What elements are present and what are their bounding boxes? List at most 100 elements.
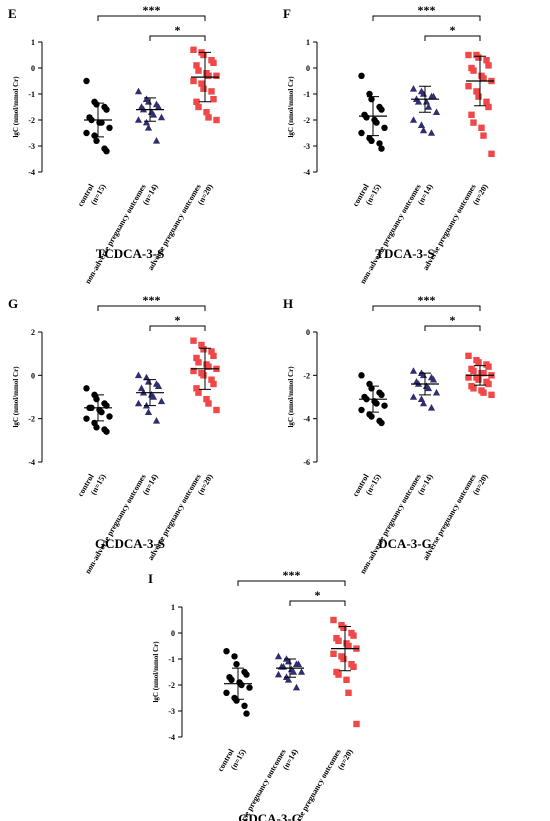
panel-title: TDCA-3-S [375, 246, 434, 261]
panel-title: DCA-3-G [378, 536, 431, 551]
data-point [198, 341, 205, 349]
data-point [427, 129, 436, 136]
data-point [210, 96, 217, 103]
data-point [353, 720, 360, 728]
data-point [238, 681, 245, 689]
data-point [208, 88, 215, 95]
error-bar [367, 385, 379, 413]
data-point [350, 632, 357, 639]
data-point [274, 652, 283, 660]
data-point [231, 653, 238, 660]
error-bar [419, 372, 431, 396]
data-point [480, 389, 487, 396]
data-point [381, 124, 388, 131]
data-point [480, 75, 487, 82]
data-point [475, 93, 482, 100]
data-point [144, 408, 153, 415]
data-point [330, 616, 337, 624]
data-point [134, 116, 143, 123]
data-point [190, 367, 197, 375]
data-point [335, 637, 342, 644]
data-point [424, 103, 433, 110]
data-point [223, 648, 230, 655]
data-point [98, 408, 105, 416]
data-point [292, 683, 301, 691]
data-point [157, 397, 166, 405]
data-point [465, 352, 472, 360]
data-point [297, 668, 306, 675]
data-point [358, 406, 365, 414]
significance-bracket [97, 305, 206, 311]
y-tick-label: 0 [171, 629, 175, 638]
data-point [368, 413, 375, 420]
data-point [83, 129, 90, 137]
data-point [134, 87, 143, 95]
panel-letter: F [283, 6, 291, 21]
data-point [198, 80, 205, 87]
data-point [154, 382, 163, 389]
error-bar [92, 394, 104, 422]
data-point [373, 400, 380, 407]
y-tick-label: 0 [31, 371, 35, 380]
significance-bracket [289, 600, 346, 606]
data-point [470, 385, 477, 392]
y-tick-label: -4 [303, 415, 310, 424]
significance-label: * [175, 23, 181, 37]
y-tick-label: 1 [171, 603, 175, 612]
data-point [366, 90, 373, 98]
data-point [475, 376, 482, 383]
data-point [345, 642, 352, 650]
data-point [200, 51, 207, 59]
error-bar [367, 96, 379, 137]
data-point [213, 72, 220, 79]
y-tick-label: -2 [28, 415, 35, 424]
y-tick-label: -3 [303, 142, 310, 151]
data-point [378, 145, 385, 152]
significance-bracket [424, 35, 481, 41]
y-tick-label: -3 [28, 142, 35, 151]
data-point [83, 415, 90, 422]
significance-label: * [450, 23, 456, 37]
y-tick-label: -3 [168, 707, 175, 716]
significance-label: * [175, 313, 181, 327]
data-point [213, 406, 220, 414]
data-point [419, 126, 428, 134]
panel-letter: G [8, 296, 18, 311]
data-point [210, 380, 217, 388]
data-point [190, 337, 197, 344]
data-point [429, 375, 438, 383]
y-tick-label: -2 [168, 681, 175, 690]
data-point [106, 124, 113, 131]
panel-title: GCDCA-3-S [95, 536, 165, 551]
data-point [210, 352, 217, 360]
data-point [195, 359, 202, 366]
data-point [213, 116, 220, 124]
data-point [274, 670, 283, 678]
data-point [193, 385, 200, 392]
data-point [335, 671, 342, 678]
data-point [475, 54, 482, 61]
significance-label: *** [418, 293, 436, 307]
data-point [465, 83, 472, 90]
y-axis-label: lgC (nmol/mmol Cr) [287, 366, 295, 428]
data-point [203, 109, 210, 116]
data-point [103, 106, 110, 113]
error-bar [144, 379, 156, 407]
data-point [243, 710, 250, 717]
data-point [149, 111, 158, 118]
significance-label: *** [283, 568, 301, 582]
data-point [340, 655, 347, 663]
data-point [488, 150, 495, 157]
y-tick-label: 0 [306, 328, 310, 337]
data-point [330, 650, 337, 657]
data-point [368, 137, 375, 144]
data-point [432, 108, 441, 115]
data-point [483, 98, 490, 105]
error-bar [474, 55, 486, 107]
data-point [134, 399, 143, 407]
data-point [190, 46, 197, 53]
significance-bracket [149, 325, 206, 331]
data-point [424, 384, 433, 392]
data-point [98, 119, 105, 126]
